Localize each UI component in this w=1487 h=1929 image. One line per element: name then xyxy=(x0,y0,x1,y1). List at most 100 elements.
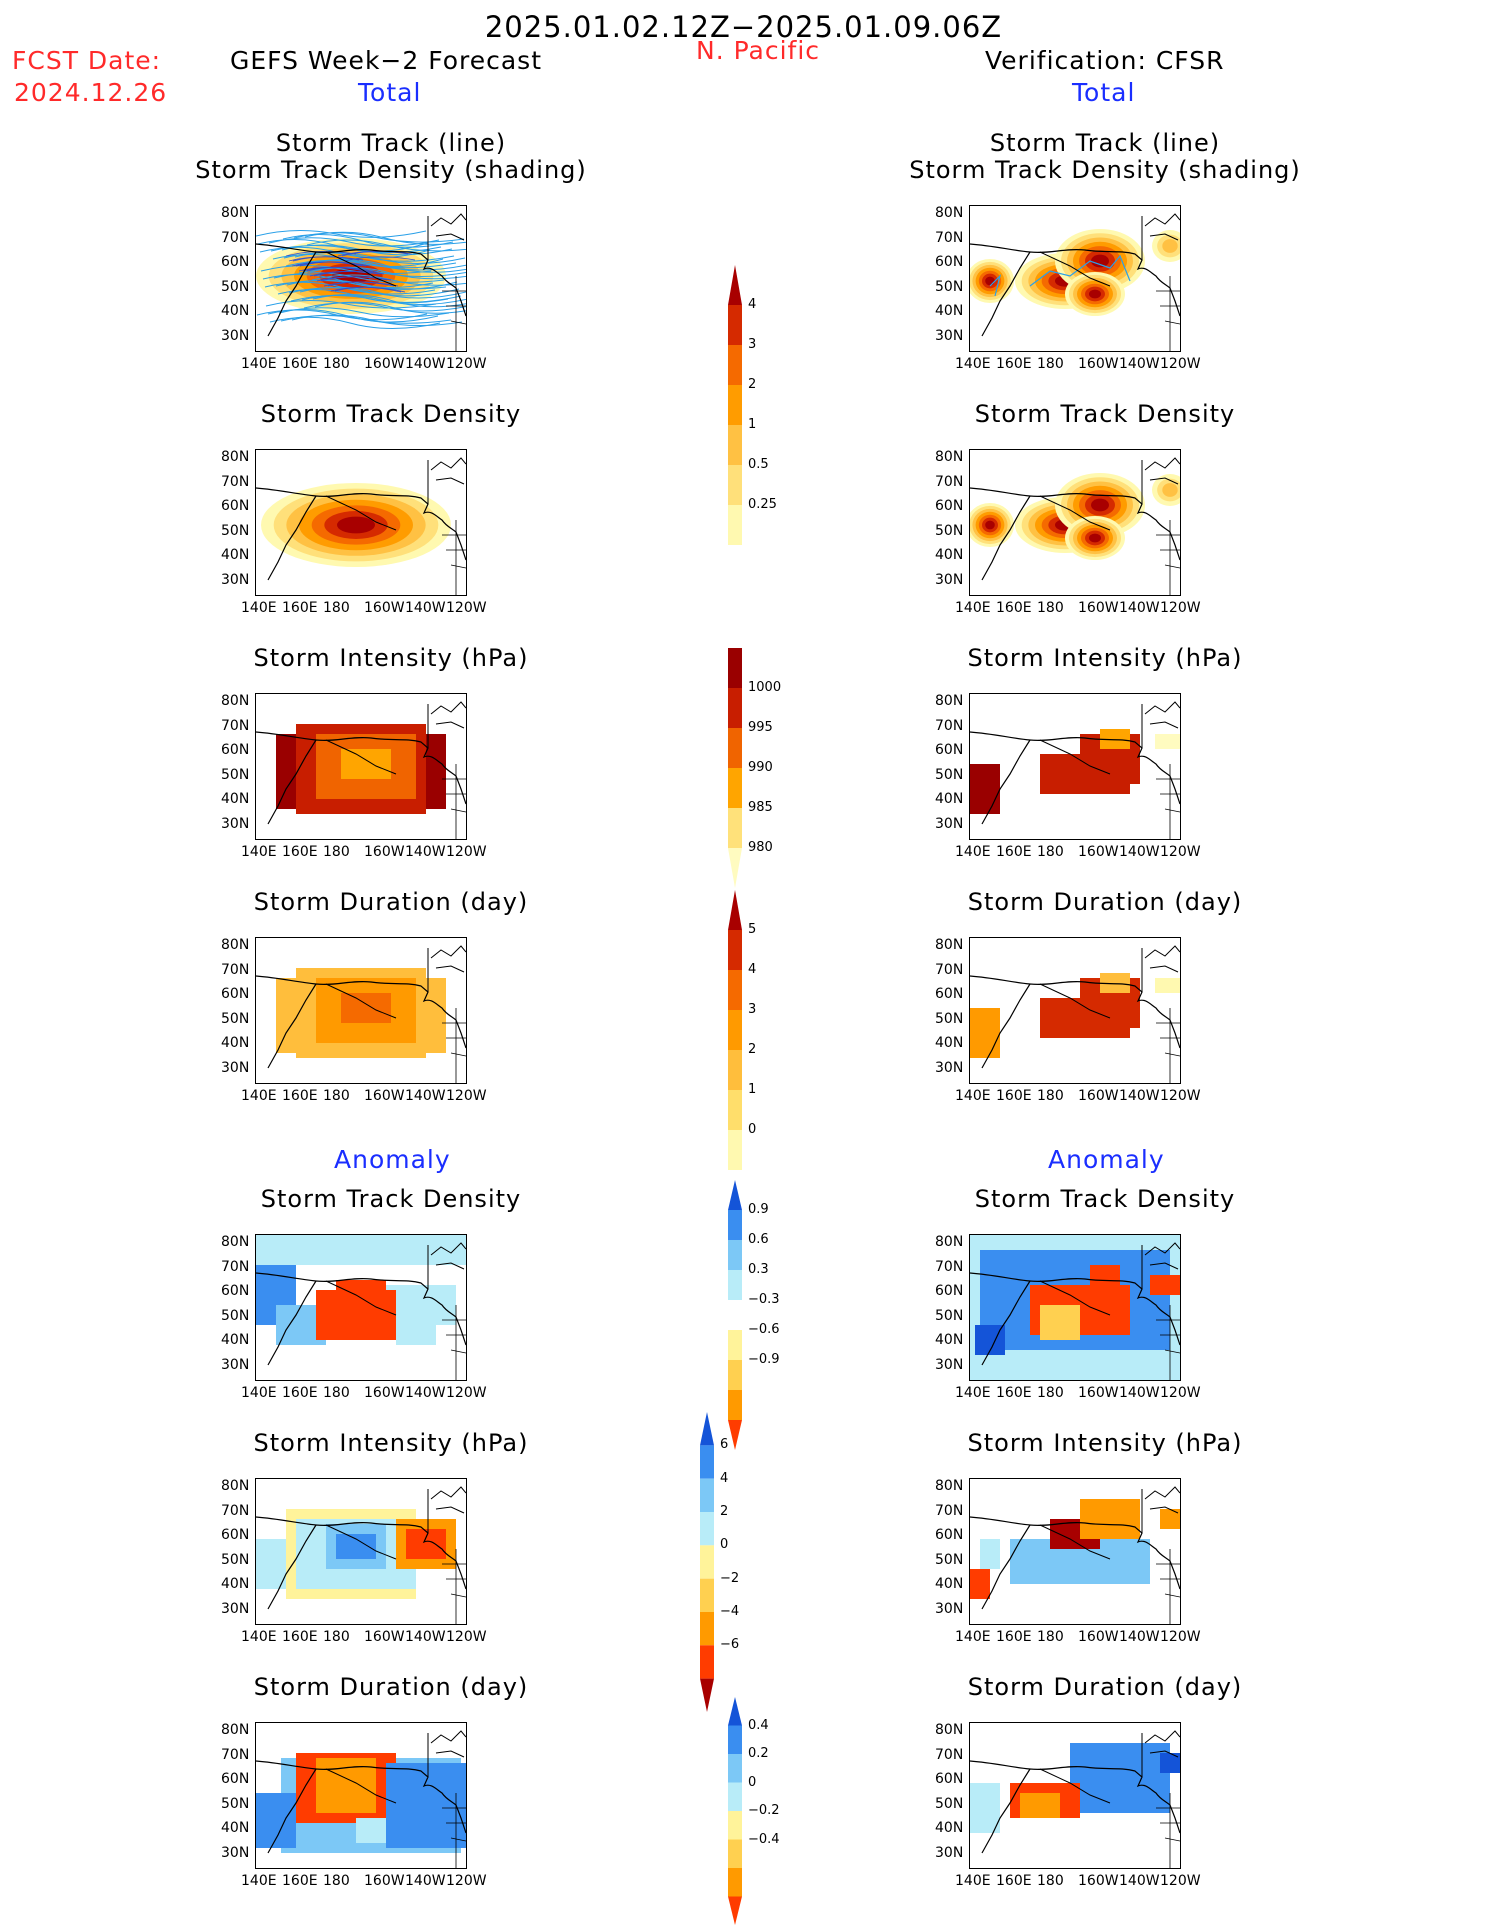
cfsr-intensity-anom-lat-tick: 60N xyxy=(935,1527,964,1543)
gefs-density-anom-lon-tick: 140E xyxy=(241,1385,277,1401)
cfsr-track-line-lon-tick: 120W xyxy=(1160,356,1201,372)
gefs-intensity-anom-lat-tick: 60N xyxy=(221,1527,250,1543)
cfsr-track-line-lon-tick: 140W xyxy=(1119,356,1160,372)
gefs-intensity-lon-tick: 180 xyxy=(323,844,350,860)
cfsr-duration-lat-tick: 50N xyxy=(935,1010,964,1027)
intensity-total-label: 980 xyxy=(748,840,773,855)
cfsr-intensity-lon-tick: 180 xyxy=(1037,844,1064,860)
gefs-intensity-lon-tick: 160W xyxy=(364,844,405,860)
gefs-density-lon-tick: 180 xyxy=(323,600,350,616)
density-total-label: 1 xyxy=(748,417,757,432)
gefs-density-anom-lon-tick: 160W xyxy=(364,1385,405,1401)
cfsr-intensity-anom-lat-tick: 80N xyxy=(935,1478,964,1494)
cfsr-density-lat-tick: 40N xyxy=(935,547,964,563)
gefs-track-line-lat-tick: 60N xyxy=(221,254,250,270)
cfsr-density-lat-tick: 70N xyxy=(935,473,964,490)
gefs-intensity-anom-lon-tick: 120W xyxy=(446,1629,487,1645)
cfsr-duration-anom-map xyxy=(969,1722,1181,1869)
cfsr-intensity-lon-tick: 120W xyxy=(1160,844,1201,860)
cfsr-duration-lon-tick: 160E xyxy=(996,1088,1032,1104)
gefs-duration-map xyxy=(255,937,467,1084)
gefs-density-anom-lat-tick: 70N xyxy=(221,1258,250,1275)
cfsr-density-anom-lat-tick: 60N xyxy=(935,1283,964,1299)
gefs-duration-anom-lon-tick: 120W xyxy=(446,1873,487,1889)
density-total-label: 3 xyxy=(748,337,757,352)
gefs-track-line-lon-tick: 160W xyxy=(364,356,405,372)
duration-anom-colorbar xyxy=(728,1697,742,1929)
cfsr-track-line-lat-tick: 40N xyxy=(935,303,964,319)
gefs-duration-lat-tick: 80N xyxy=(221,937,250,953)
cfsr-intensity-anom-lon-tick: 160E xyxy=(996,1629,1032,1645)
density-anom-label: −0.3 xyxy=(748,1292,780,1307)
intensity-anom-label: −2 xyxy=(720,1570,740,1586)
gefs-track-line-lat-tick: 80N xyxy=(221,205,250,221)
cfsr-duration-lon-tick: 180 xyxy=(1037,1088,1064,1104)
gefs-duration-anom-lat-tick: 60N xyxy=(221,1771,250,1787)
gefs-density-anom-lat-tick: 30N xyxy=(221,1356,250,1373)
gefs-density-anom-lat-tick: 50N xyxy=(221,1307,250,1324)
duration-total-label: 3 xyxy=(748,1002,757,1017)
gefs-density-anom-lat-tick: 60N xyxy=(221,1283,250,1299)
left-column-title: GEFS Week−2 Forecast xyxy=(230,46,543,75)
cfsr-track-line-lon-tick: 160W xyxy=(1078,356,1119,372)
cfsr-intensity-lat-tick: 80N xyxy=(935,693,964,709)
cfsr-duration-lat-tick: 60N xyxy=(935,986,964,1002)
gefs-density-anom-lat-tick: 80N xyxy=(221,1234,250,1250)
gefs-track-line-lat-tick: 30N xyxy=(221,327,250,344)
gefs-density-anom-lon-tick: 140W xyxy=(405,1385,446,1401)
cfsr-duration-map xyxy=(969,937,1181,1084)
cfsr-track-line-lat-tick: 80N xyxy=(935,205,964,221)
gefs-duration-anom-lat-tick: 40N xyxy=(221,1820,250,1836)
gefs-duration-anom-lon-tick: 180 xyxy=(323,1873,350,1889)
duration-total-label: 1 xyxy=(748,1082,757,1097)
cfsr-intensity-lon-tick: 140W xyxy=(1119,844,1160,860)
gefs-intensity-anom-lon-tick: 140W xyxy=(405,1629,446,1645)
gefs-duration-lat-tick: 70N xyxy=(221,961,250,978)
gefs-intensity-anom-map xyxy=(255,1478,467,1625)
gefs-density-map xyxy=(255,449,467,596)
gefs-intensity-anom-lat-tick: 40N xyxy=(221,1576,250,1592)
left-intensity-title: Storm Intensity (hPa) xyxy=(253,644,529,672)
cfsr-density-anom-lon-tick: 160W xyxy=(1078,1385,1119,1401)
cfsr-duration-anom-lon-tick: 160E xyxy=(996,1873,1032,1889)
intensity-anom-label: 2 xyxy=(720,1504,729,1519)
left-duration-title: Storm Duration (day) xyxy=(253,888,529,916)
gefs-intensity-anom-lat-tick: 50N xyxy=(221,1551,250,1568)
right-duration-title: Storm Duration (day) xyxy=(967,888,1243,916)
right-total-label: Total xyxy=(1072,78,1136,107)
cfsr-density-lon-tick: 140E xyxy=(955,600,991,616)
cfsr-density-anom-lat-tick: 30N xyxy=(935,1356,964,1373)
cfsr-density-anom-lon-tick: 160E xyxy=(996,1385,1032,1401)
cfsr-duration-lat-tick: 80N xyxy=(935,937,964,953)
cfsr-duration-lat-tick: 40N xyxy=(935,1035,964,1051)
cfsr-density-lat-tick: 30N xyxy=(935,571,964,588)
right-anom-duration-title: Storm Duration (day) xyxy=(967,1673,1243,1701)
density-anom-label: 0.3 xyxy=(748,1262,769,1277)
cfsr-density-anom-lat-tick: 70N xyxy=(935,1258,964,1275)
gefs-density-lat-tick: 30N xyxy=(221,571,250,588)
cfsr-duration-anom-lat-tick: 80N xyxy=(935,1722,964,1738)
intensity-total-label: 990 xyxy=(748,760,773,775)
gefs-intensity-lat-tick: 40N xyxy=(221,791,250,807)
density-total-colorbar xyxy=(728,265,742,549)
gefs-intensity-lon-tick: 140E xyxy=(241,844,277,860)
gefs-density-anom-map xyxy=(255,1234,467,1381)
intensity-anom-label: −6 xyxy=(720,1637,740,1653)
cfsr-intensity-anom-lat-tick: 50N xyxy=(935,1551,964,1568)
density-total-label: 0.5 xyxy=(748,457,769,472)
cfsr-intensity-lat-tick: 30N xyxy=(935,815,964,832)
cfsr-intensity-anom-lat-tick: 40N xyxy=(935,1576,964,1592)
density-anom-label: −0.6 xyxy=(748,1322,780,1337)
gefs-intensity-anom-lon-tick: 160E xyxy=(282,1629,318,1645)
right-density-title: Storm Track Density xyxy=(974,400,1236,428)
fcst-date-label: FCST Date: xyxy=(12,46,162,75)
gefs-intensity-anom-lon-tick: 180 xyxy=(323,1629,350,1645)
gefs-track-line-lat-tick: 70N xyxy=(221,229,250,246)
left-anom-density-title: Storm Track Density xyxy=(260,1185,522,1213)
left-anom-duration-title: Storm Duration (day) xyxy=(253,1673,529,1701)
cfsr-intensity-anom-lon-tick: 160W xyxy=(1078,1629,1119,1645)
gefs-intensity-map xyxy=(255,693,467,840)
gefs-density-anom-lon-tick: 160E xyxy=(282,1385,318,1401)
cfsr-density-lon-tick: 180 xyxy=(1037,600,1064,616)
gefs-track-line-lat-tick: 40N xyxy=(221,303,250,319)
